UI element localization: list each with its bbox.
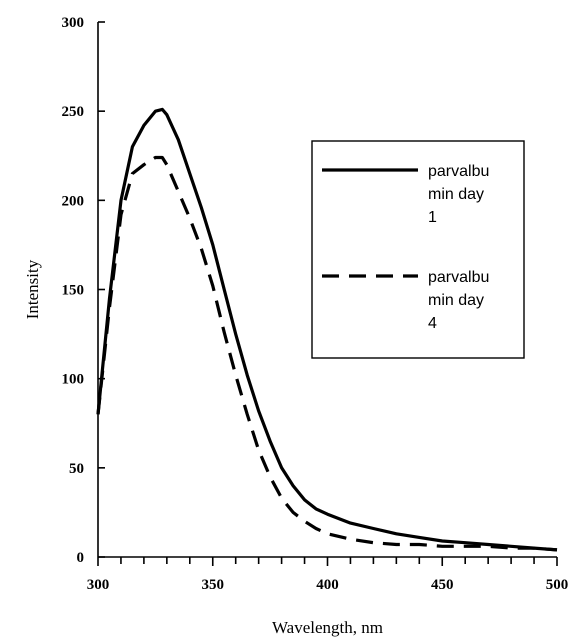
series-lines — [96, 107, 558, 552]
legend-label-2: min day — [428, 292, 484, 309]
legend-label-1: 1 — [428, 209, 437, 226]
y-tick-label: 300 — [62, 15, 85, 31]
y-tick-label: 0 — [77, 550, 85, 566]
y-axis-title: Intensity — [23, 259, 42, 319]
legend-label-2: 4 — [428, 315, 437, 332]
legend-label-1: min day — [428, 186, 484, 203]
legend-label-2: parvalbu — [428, 269, 489, 286]
x-tick-label: 300 — [87, 577, 110, 593]
x-tick-label: 350 — [202, 577, 225, 593]
y-tick-label: 150 — [62, 283, 85, 299]
legend-label-1: parvalbu — [428, 163, 489, 180]
y-tick-label: 200 — [62, 193, 85, 209]
series-line-1 — [96, 107, 558, 552]
y-tick-label: 100 — [62, 372, 85, 388]
series-line-2 — [96, 155, 558, 552]
legend-box — [311, 140, 525, 359]
x-tick-label: 500 — [546, 577, 569, 593]
x-tick-label: 450 — [431, 577, 454, 593]
legend-items: parvalbu min day 1 parvalbu min day 4 — [322, 163, 489, 332]
axes: 0 50 100 150 200 250 300 300 350 400 450 500 — [62, 15, 569, 593]
y-ticks: 0 50 100 150 200 250 300 — [62, 15, 105, 566]
x-axis-title: Wavelength, nm — [272, 618, 383, 637]
x-ticks: 300 350 400 450 500 — [87, 557, 569, 593]
y-tick-label: 250 — [62, 104, 85, 120]
legend: parvalbu min day 1 parvalbu min day 4 — [311, 140, 525, 359]
y-tick-label: 50 — [69, 461, 84, 477]
x-tick-label: 400 — [316, 577, 339, 593]
